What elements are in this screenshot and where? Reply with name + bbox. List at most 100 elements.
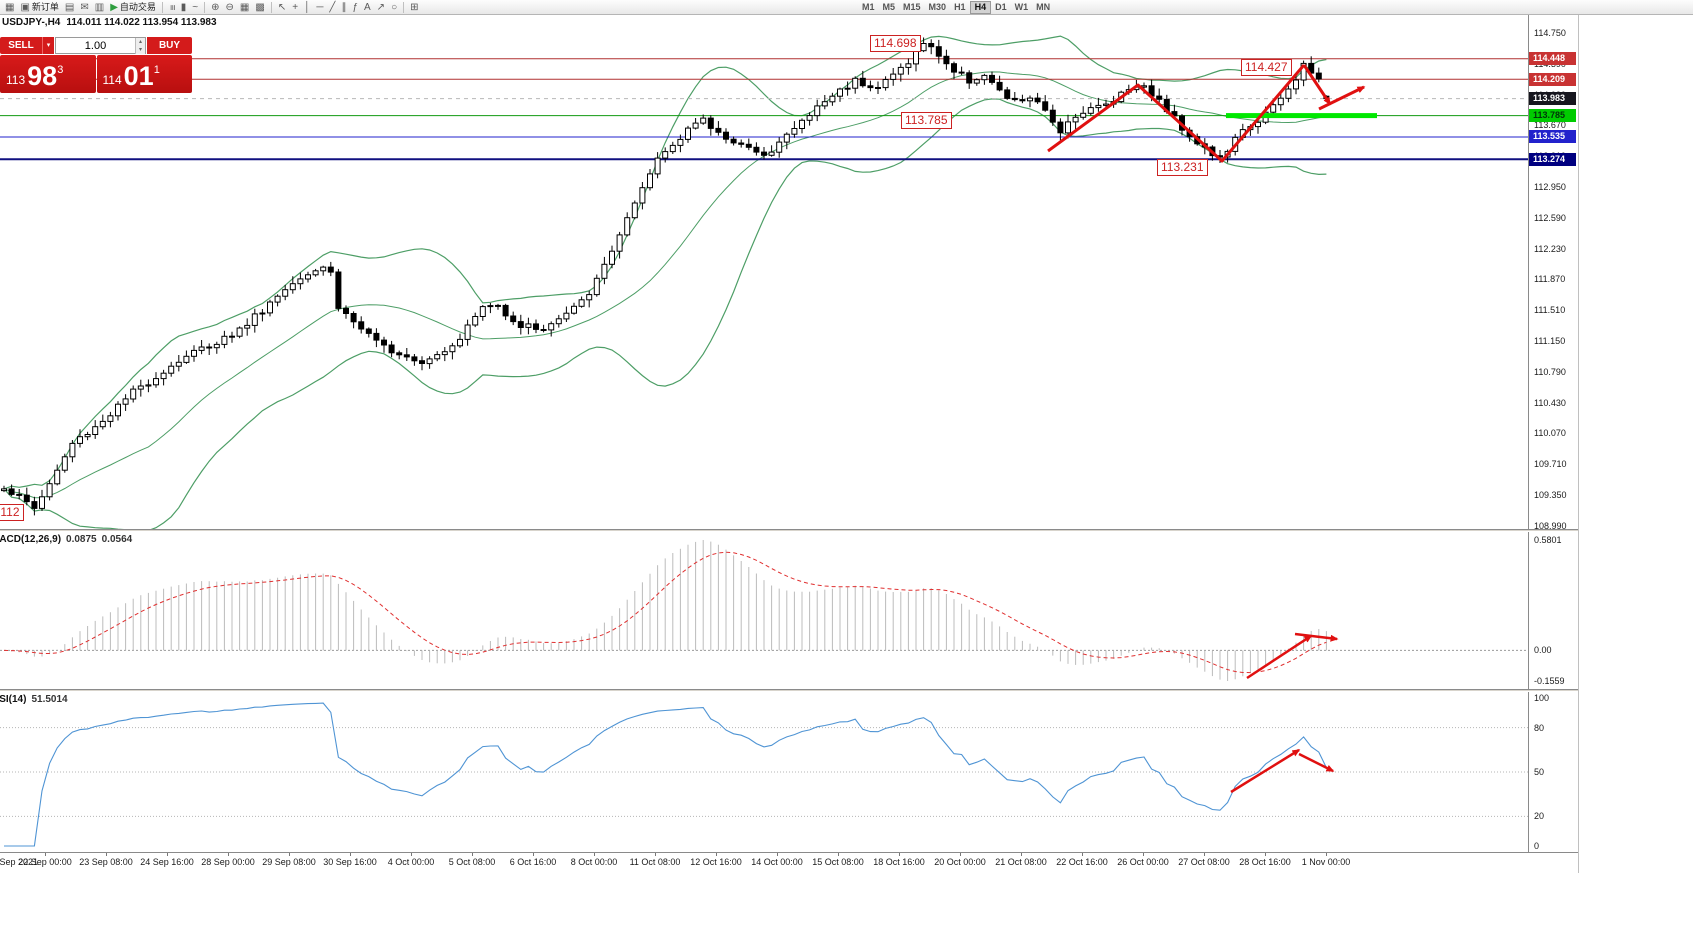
arrow-object-icon[interactable]: ↗: [375, 1, 387, 14]
macd-value-main: 0.0875: [66, 534, 97, 545]
volume-input[interactable]: [56, 38, 135, 53]
shapes-icon: ○: [391, 1, 398, 13]
sell-price-pip: 3: [57, 64, 64, 76]
macd-panel[interactable]: [0, 532, 1528, 689]
shapes-icon[interactable]: ○: [389, 1, 399, 14]
buy-price-panel[interactable]: 114 01 1: [96, 55, 192, 93]
terminal-icon[interactable]: ▥: [93, 1, 106, 14]
text-label-icon[interactable]: A: [362, 1, 373, 14]
volume-box: ▴ ▾: [55, 37, 146, 54]
time-label: 8 Oct 00:00: [570, 857, 618, 867]
volume-decrease-button[interactable]: ▾: [135, 46, 145, 54]
trade-panel-dropdown[interactable]: ▾: [42, 37, 54, 54]
annotation-114698[interactable]: 114.698: [870, 35, 921, 52]
time-tick-mark: [411, 853, 412, 856]
one-click-trading-panel: SELL ▾ ▴ ▾ BUY 113 98 3 114: [0, 37, 192, 93]
annotation-113785[interactable]: 113.785: [901, 112, 952, 129]
time-label: 21 Oct 08:00: [995, 857, 1047, 867]
timeframe-mn[interactable]: MN: [1036, 2, 1051, 12]
horizontal-line-icon: ─: [316, 1, 324, 13]
rsi-scale-label: 100: [1534, 693, 1550, 703]
cursor-icon[interactable]: ↖: [276, 1, 288, 14]
rsi-panel[interactable]: [0, 692, 1528, 852]
price-tag-green-level: 113.785: [1529, 109, 1576, 122]
price-tag-support-lower: 113.274: [1529, 153, 1576, 166]
timeframe-m5[interactable]: M5: [882, 2, 896, 12]
timeframe-m1[interactable]: M1: [862, 2, 875, 12]
macd-label: MACD(12,26,9) 0.0875 0.0564: [0, 534, 132, 545]
indicators-icon: ⊞: [410, 1, 419, 13]
new-chart-icon[interactable]: ▦: [3, 1, 16, 14]
zoom-in-icon[interactable]: ⊕: [209, 1, 221, 14]
market-watch-icon: ▤: [64, 1, 75, 13]
new-order-button[interactable]: ▣ 新订单: [18, 1, 60, 14]
sell-button[interactable]: SELL: [0, 37, 42, 54]
auto-trading-button: ▶: [110, 1, 118, 13]
channel-icon[interactable]: ∥: [339, 1, 348, 14]
vertical-line-icon[interactable]: │: [302, 1, 312, 14]
time-label: 12 Oct 16:00: [690, 857, 742, 867]
annotation-109112[interactable]: 109.112: [0, 504, 24, 521]
time-label: 6 Oct 16:00: [509, 857, 557, 867]
toolbar-separator: [403, 1, 405, 13]
zoom-out-icon[interactable]: ⊖: [224, 1, 236, 14]
pane-separator[interactable]: [0, 689, 1578, 692]
time-tick-mark: [1021, 853, 1022, 856]
time-label: 26 Oct 00:00: [1117, 857, 1169, 867]
volume-increase-button[interactable]: ▴: [135, 38, 145, 46]
sell-price-panel[interactable]: 113 98 3: [0, 55, 96, 93]
trendline-icon[interactable]: ╱: [327, 1, 337, 14]
bar-chart-mode-icon[interactable]: ≡: [166, 1, 178, 14]
time-label: 30 Sep 16:00: [323, 857, 377, 867]
time-label: 20 Oct 00:00: [934, 857, 986, 867]
price-scale[interactable]: 114.750114.390114.030113.670113.310112.9…: [1529, 15, 1578, 852]
crosshair-icon[interactable]: +: [290, 1, 300, 14]
cascade-windows-icon[interactable]: ▩: [253, 1, 266, 14]
time-tick-mark: [472, 853, 473, 856]
fibonacci-icon[interactable]: ƒ: [350, 1, 360, 14]
time-tick-mark: [228, 853, 229, 856]
timeframe-h4[interactable]: H4: [969, 1, 992, 14]
horizontal-line-icon[interactable]: ─: [314, 1, 325, 14]
price-tag-current: 113.983: [1529, 92, 1576, 105]
indicators-icon[interactable]: ⊞: [408, 1, 420, 14]
mailbox-icon[interactable]: ✉: [78, 1, 90, 14]
buy-button[interactable]: BUY: [147, 37, 192, 54]
time-tick-mark: [960, 853, 961, 856]
trendline-icon: ╱: [329, 1, 336, 13]
line-chart-mode-icon[interactable]: ~: [190, 1, 200, 14]
timeframe-d1[interactable]: D1: [995, 2, 1007, 12]
timeframe-w1[interactable]: W1: [1014, 2, 1029, 12]
timeframe-m15[interactable]: M15: [903, 2, 921, 12]
annotation-113231[interactable]: 113.231: [1157, 159, 1208, 176]
time-tick-mark: [45, 853, 46, 856]
toolbar-separator: [270, 1, 272, 13]
vertical-line-icon: │: [304, 1, 311, 13]
time-tick-mark: [777, 853, 778, 856]
time-tick-mark: [1326, 853, 1327, 856]
new-order-button-label: 新订单: [31, 1, 59, 12]
time-tick-mark: [1143, 853, 1144, 856]
annotation-114427[interactable]: 114.427: [1241, 59, 1292, 76]
time-tick-mark: [655, 853, 656, 856]
toolbar-separator: [204, 1, 206, 13]
market-watch-icon[interactable]: ▤: [63, 1, 76, 14]
price-scale-label: 113.670: [1534, 120, 1566, 130]
auto-trading-button[interactable]: ▶ 自动交易: [108, 1, 158, 14]
bar-chart-mode-icon: ≡: [166, 4, 178, 10]
candlestick-mode-icon: ▮: [180, 1, 187, 13]
tile-windows-icon[interactable]: ▦: [238, 1, 251, 14]
timeframe-h1[interactable]: H1: [954, 2, 966, 12]
time-label: 5 Oct 08:00: [448, 857, 496, 867]
arrow-object-icon: ↗: [376, 1, 386, 13]
price-chart[interactable]: [0, 15, 1528, 529]
time-label: 22 Sep 00:00: [18, 857, 72, 867]
price-scale-label: 110.790: [1534, 367, 1566, 377]
toolbar: ▦ ▣ 新订单 ▤ ✉ ▥ ▶ 自动交易 ≡ ▮ ~ ⊕ ⊖ ▦ ▩ ↖ + │ ─ ╱ ∥ ƒ A ↗ ○ ⊞ M1 M5 M15 M…: [0, 0, 1693, 15]
candlestick-mode-icon[interactable]: ▮: [179, 1, 189, 14]
rsi-scale-label: 50: [1534, 767, 1545, 777]
timeframe-m30[interactable]: M30: [928, 2, 947, 12]
pane-separator[interactable]: [0, 529, 1578, 532]
